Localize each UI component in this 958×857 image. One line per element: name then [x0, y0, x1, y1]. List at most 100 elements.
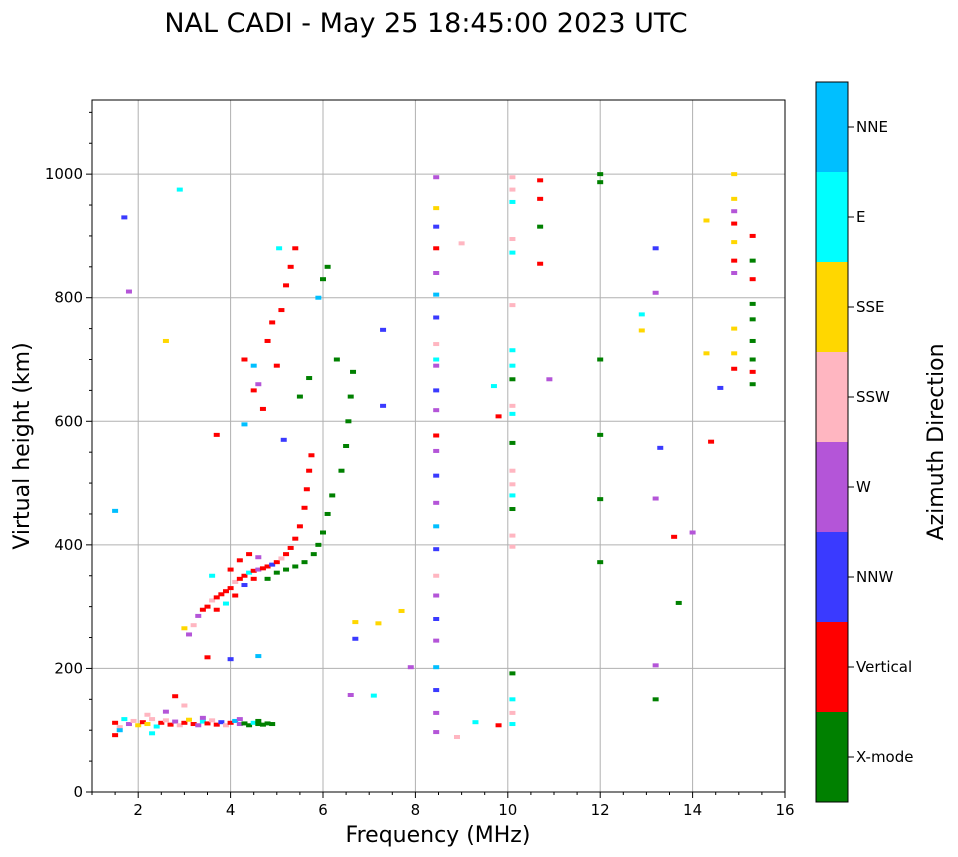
colorbar: X-mode Vertical NNW W SSW SSE E NNE [815, 81, 913, 803]
echo-point [116, 728, 123, 733]
echo-point [172, 719, 179, 724]
echo-point [308, 453, 315, 458]
echo-point [255, 654, 262, 659]
echo-point [433, 388, 440, 393]
echo-point [731, 209, 738, 214]
echo-point [749, 301, 756, 306]
echo-point [236, 558, 243, 563]
echo-point [433, 688, 440, 693]
echo-point [149, 717, 156, 722]
echo-point [731, 172, 738, 177]
echo-point [269, 562, 276, 567]
echo-point [135, 723, 142, 728]
echo-point [509, 403, 516, 408]
echo-point [597, 180, 604, 185]
echo-point [190, 623, 197, 628]
echo-point [509, 544, 516, 549]
echo-point [490, 384, 497, 389]
echo-point [176, 187, 183, 192]
echo-point [749, 338, 756, 343]
echo-point [190, 722, 197, 727]
echo-point [509, 507, 516, 512]
echo-point [433, 448, 440, 453]
echo-point [433, 524, 440, 529]
echo-point [537, 261, 544, 266]
echo-point [370, 693, 377, 698]
colorbar-category-label: W [856, 478, 871, 496]
echo-point [112, 733, 119, 738]
echo-point [433, 593, 440, 598]
y-tick-label: 1000 [45, 165, 83, 183]
echo-point [259, 406, 266, 411]
echo-point [597, 432, 604, 437]
echo-point [433, 617, 440, 621]
echo-point [433, 433, 440, 438]
echo-point [241, 721, 248, 726]
echo-point [433, 710, 440, 715]
echo-point [509, 175, 516, 180]
echo-point [227, 586, 234, 591]
echo-point [209, 598, 216, 603]
echo-point [199, 607, 206, 612]
echo-point [204, 604, 211, 609]
echo-point [264, 576, 271, 581]
echo-point [255, 555, 262, 560]
echo-point [675, 600, 682, 605]
echo-point [269, 722, 276, 727]
echo-point [509, 411, 516, 416]
echo-point [116, 725, 123, 730]
echo-point [241, 357, 248, 362]
echo-point [652, 290, 659, 295]
echo-point [320, 277, 326, 282]
echo-point [731, 221, 738, 226]
echo-point [731, 351, 738, 356]
echo-point [186, 717, 193, 722]
echo-point [509, 440, 516, 445]
echo-point [433, 408, 440, 413]
echo-point [283, 552, 290, 557]
echo-point [278, 556, 285, 561]
echo-point [652, 697, 659, 702]
echo-point [280, 437, 287, 442]
echo-point [509, 722, 516, 727]
x-tick-label: 12 [591, 801, 610, 819]
echo-point [509, 697, 516, 702]
y-tick-label: 800 [54, 289, 83, 307]
echo-point [652, 496, 659, 501]
colorbar-category-label: NNW [856, 568, 893, 586]
echo-point [292, 564, 299, 569]
echo-point [324, 511, 331, 516]
echo-point [144, 712, 151, 717]
echo-point [352, 636, 359, 641]
y-tick-label: 400 [54, 536, 83, 554]
echo-point [375, 621, 382, 626]
echo-point [186, 632, 193, 637]
echo-point [433, 500, 440, 505]
echo-point [717, 385, 724, 390]
echo-point [213, 722, 220, 727]
echo-point [292, 536, 299, 541]
echo-point [509, 187, 516, 192]
x-tick-label: 2 [133, 801, 143, 819]
echo-point [546, 377, 553, 382]
echo-point [703, 351, 710, 356]
y-axis-ticks: 0 200 400 600 800 1000 [45, 111, 92, 801]
echo-point [306, 468, 313, 473]
echo-point [213, 607, 220, 612]
y-tick-label: 600 [54, 412, 83, 430]
echo-point [509, 237, 516, 242]
echo-point [509, 671, 516, 676]
echo-point [121, 215, 128, 220]
echo-point [209, 718, 216, 723]
echo-point [398, 608, 405, 613]
echo-point [731, 366, 738, 371]
echo-point [296, 394, 303, 399]
echo-point [380, 327, 387, 332]
echo-point [144, 722, 151, 727]
echo-point [433, 342, 440, 347]
echo-point [125, 722, 132, 727]
echo-point [158, 720, 165, 725]
echo-point [250, 576, 257, 581]
echo-point [509, 468, 516, 473]
echo-point [264, 721, 271, 726]
